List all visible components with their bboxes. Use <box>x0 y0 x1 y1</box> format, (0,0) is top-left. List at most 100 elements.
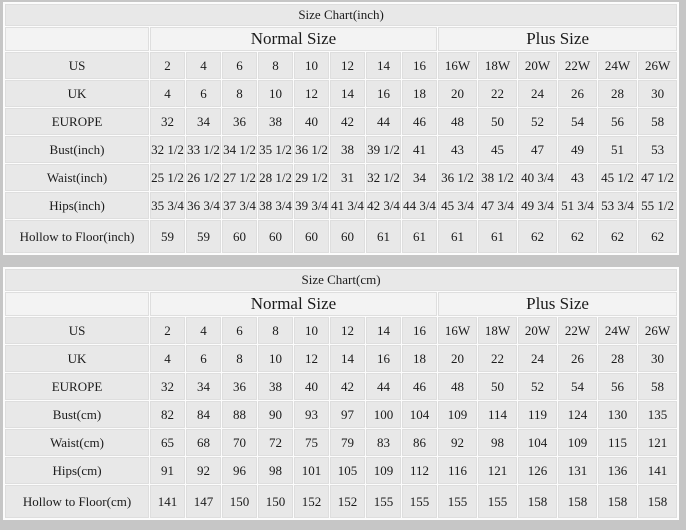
row-label: Bust(inch) <box>6 137 148 162</box>
group-header-spacer <box>6 293 148 315</box>
row-label: Hips(cm) <box>6 458 148 483</box>
size-cell: 54 <box>559 374 596 399</box>
size-cell: 34 <box>403 165 436 190</box>
group-header-row: Normal Size Plus Size <box>6 293 677 315</box>
size-cell: 33 1/2 <box>187 137 220 162</box>
size-cell: 49 <box>559 137 596 162</box>
size-cell: 43 <box>439 137 476 162</box>
size-cell: 8 <box>223 346 256 371</box>
table-row: EUROPE 32 34 36 38 40 42 44 46 48 50 52 54 56 58 <box>6 374 677 399</box>
table-row: Bust(inch) 32 1/2 33 1/2 34 1/2 35 1/2 36 1/2… <box>6 137 677 162</box>
size-cell: 152 <box>295 486 328 517</box>
table-row: Hips(cm) 91 92 96 98 101 105 109 112 116 121 126 131… <box>6 458 677 483</box>
size-cell: 34 1/2 <box>223 137 256 162</box>
size-cell: 47 <box>519 137 556 162</box>
row-label: Bust(cm) <box>6 402 148 427</box>
size-cell: 62 <box>559 221 596 252</box>
size-cell: 150 <box>259 486 292 517</box>
size-cell: 16 <box>367 81 400 106</box>
size-cell: 36 3/4 <box>187 193 220 218</box>
size-cell: 26 <box>559 81 596 106</box>
size-cell: 96 <box>223 458 256 483</box>
size-cell: 16W <box>439 318 476 343</box>
size-cell: 39 3/4 <box>295 193 328 218</box>
size-cell: 56 <box>599 374 636 399</box>
size-cell: 150 <box>223 486 256 517</box>
size-cell: 101 <box>295 458 328 483</box>
size-cell: 56 <box>599 109 636 134</box>
size-cell: 45 1/2 <box>599 165 636 190</box>
size-cell: 6 <box>187 346 220 371</box>
size-cell: 158 <box>599 486 636 517</box>
size-cell: 158 <box>559 486 596 517</box>
normal-size-header: Normal Size <box>151 293 436 315</box>
size-cell: 152 <box>331 486 364 517</box>
size-cell: 4 <box>151 81 184 106</box>
size-cell: 136 <box>599 458 636 483</box>
size-cell: 158 <box>519 486 556 517</box>
size-cell: 116 <box>439 458 476 483</box>
size-cell: 112 <box>403 458 436 483</box>
size-cell: 26 1/2 <box>187 165 220 190</box>
size-cell: 36 <box>223 374 256 399</box>
size-cell: 53 3/4 <box>599 193 636 218</box>
size-cell: 8 <box>223 81 256 106</box>
row-label: Waist(inch) <box>6 165 148 190</box>
size-cell: 4 <box>187 53 220 78</box>
size-cell: 32 1/2 <box>367 165 400 190</box>
size-cell: 147 <box>187 486 220 517</box>
size-cell: 58 <box>639 109 677 134</box>
size-cell: 16W <box>439 53 476 78</box>
size-cell: 62 <box>519 221 556 252</box>
size-cell: 70 <box>223 430 256 455</box>
size-cell: 49 3/4 <box>519 193 556 218</box>
size-cell: 18 <box>403 346 436 371</box>
size-cell: 8 <box>259 318 292 343</box>
table-row: US 2 4 6 8 10 12 14 16 16W 18W 20W 22W 24W 26W <box>6 318 677 343</box>
table-row: Waist(inch) 25 1/2 26 1/2 27 1/2 28 1/2 29 1/… <box>6 165 677 190</box>
row-label: Hips(inch) <box>6 193 148 218</box>
size-cell: 155 <box>439 486 476 517</box>
size-cell: 124 <box>559 402 596 427</box>
size-cell: 6 <box>223 318 256 343</box>
size-cell: 98 <box>259 458 292 483</box>
size-cell: 155 <box>479 486 516 517</box>
size-cell: 39 1/2 <box>367 137 400 162</box>
size-cell: 59 <box>187 221 220 252</box>
size-cell: 6 <box>223 53 256 78</box>
size-cell: 16 <box>403 53 436 78</box>
size-cell: 38 <box>259 109 292 134</box>
size-cell: 10 <box>295 53 328 78</box>
size-cell: 126 <box>519 458 556 483</box>
size-cell: 47 1/2 <box>639 165 677 190</box>
size-cell: 6 <box>187 81 220 106</box>
size-cell: 24 <box>519 346 556 371</box>
size-cell: 155 <box>367 486 400 517</box>
row-label: US <box>6 318 148 343</box>
size-cell: 90 <box>259 402 292 427</box>
size-cell: 16 <box>367 346 400 371</box>
size-cell: 121 <box>639 430 677 455</box>
size-chart-cm-table: Size Chart(cm) Normal Size Plus Size US 2… <box>3 267 680 520</box>
size-chart-inch-table: Size Chart(inch) Normal Size Plus Size U… <box>3 2 680 255</box>
size-cell: 92 <box>439 430 476 455</box>
size-cell: 12 <box>295 346 328 371</box>
size-cell: 24W <box>599 53 636 78</box>
title-row: Size Chart(cm) <box>6 270 677 290</box>
row-label: Waist(cm) <box>6 430 148 455</box>
size-cell: 40 <box>295 374 328 399</box>
size-cell: 24W <box>599 318 636 343</box>
size-cell: 53 <box>639 137 677 162</box>
table-row: UK 4 6 8 10 12 14 16 18 20 22 24 26 28 30 <box>6 346 677 371</box>
normal-size-header: Normal Size <box>151 28 436 50</box>
size-cell: 20 <box>439 81 476 106</box>
size-cell: 61 <box>367 221 400 252</box>
size-cell: 18W <box>479 318 516 343</box>
size-cell: 14 <box>331 346 364 371</box>
size-cell: 44 <box>367 109 400 134</box>
size-cell: 37 3/4 <box>223 193 256 218</box>
size-rows-cm: US 2 4 6 8 10 12 14 16 16W 18W 20W 22W 24W 26W UK 4 6 8 10 1… <box>6 318 677 517</box>
size-cell: 42 <box>331 374 364 399</box>
size-cell: 114 <box>479 402 516 427</box>
size-cell: 104 <box>519 430 556 455</box>
